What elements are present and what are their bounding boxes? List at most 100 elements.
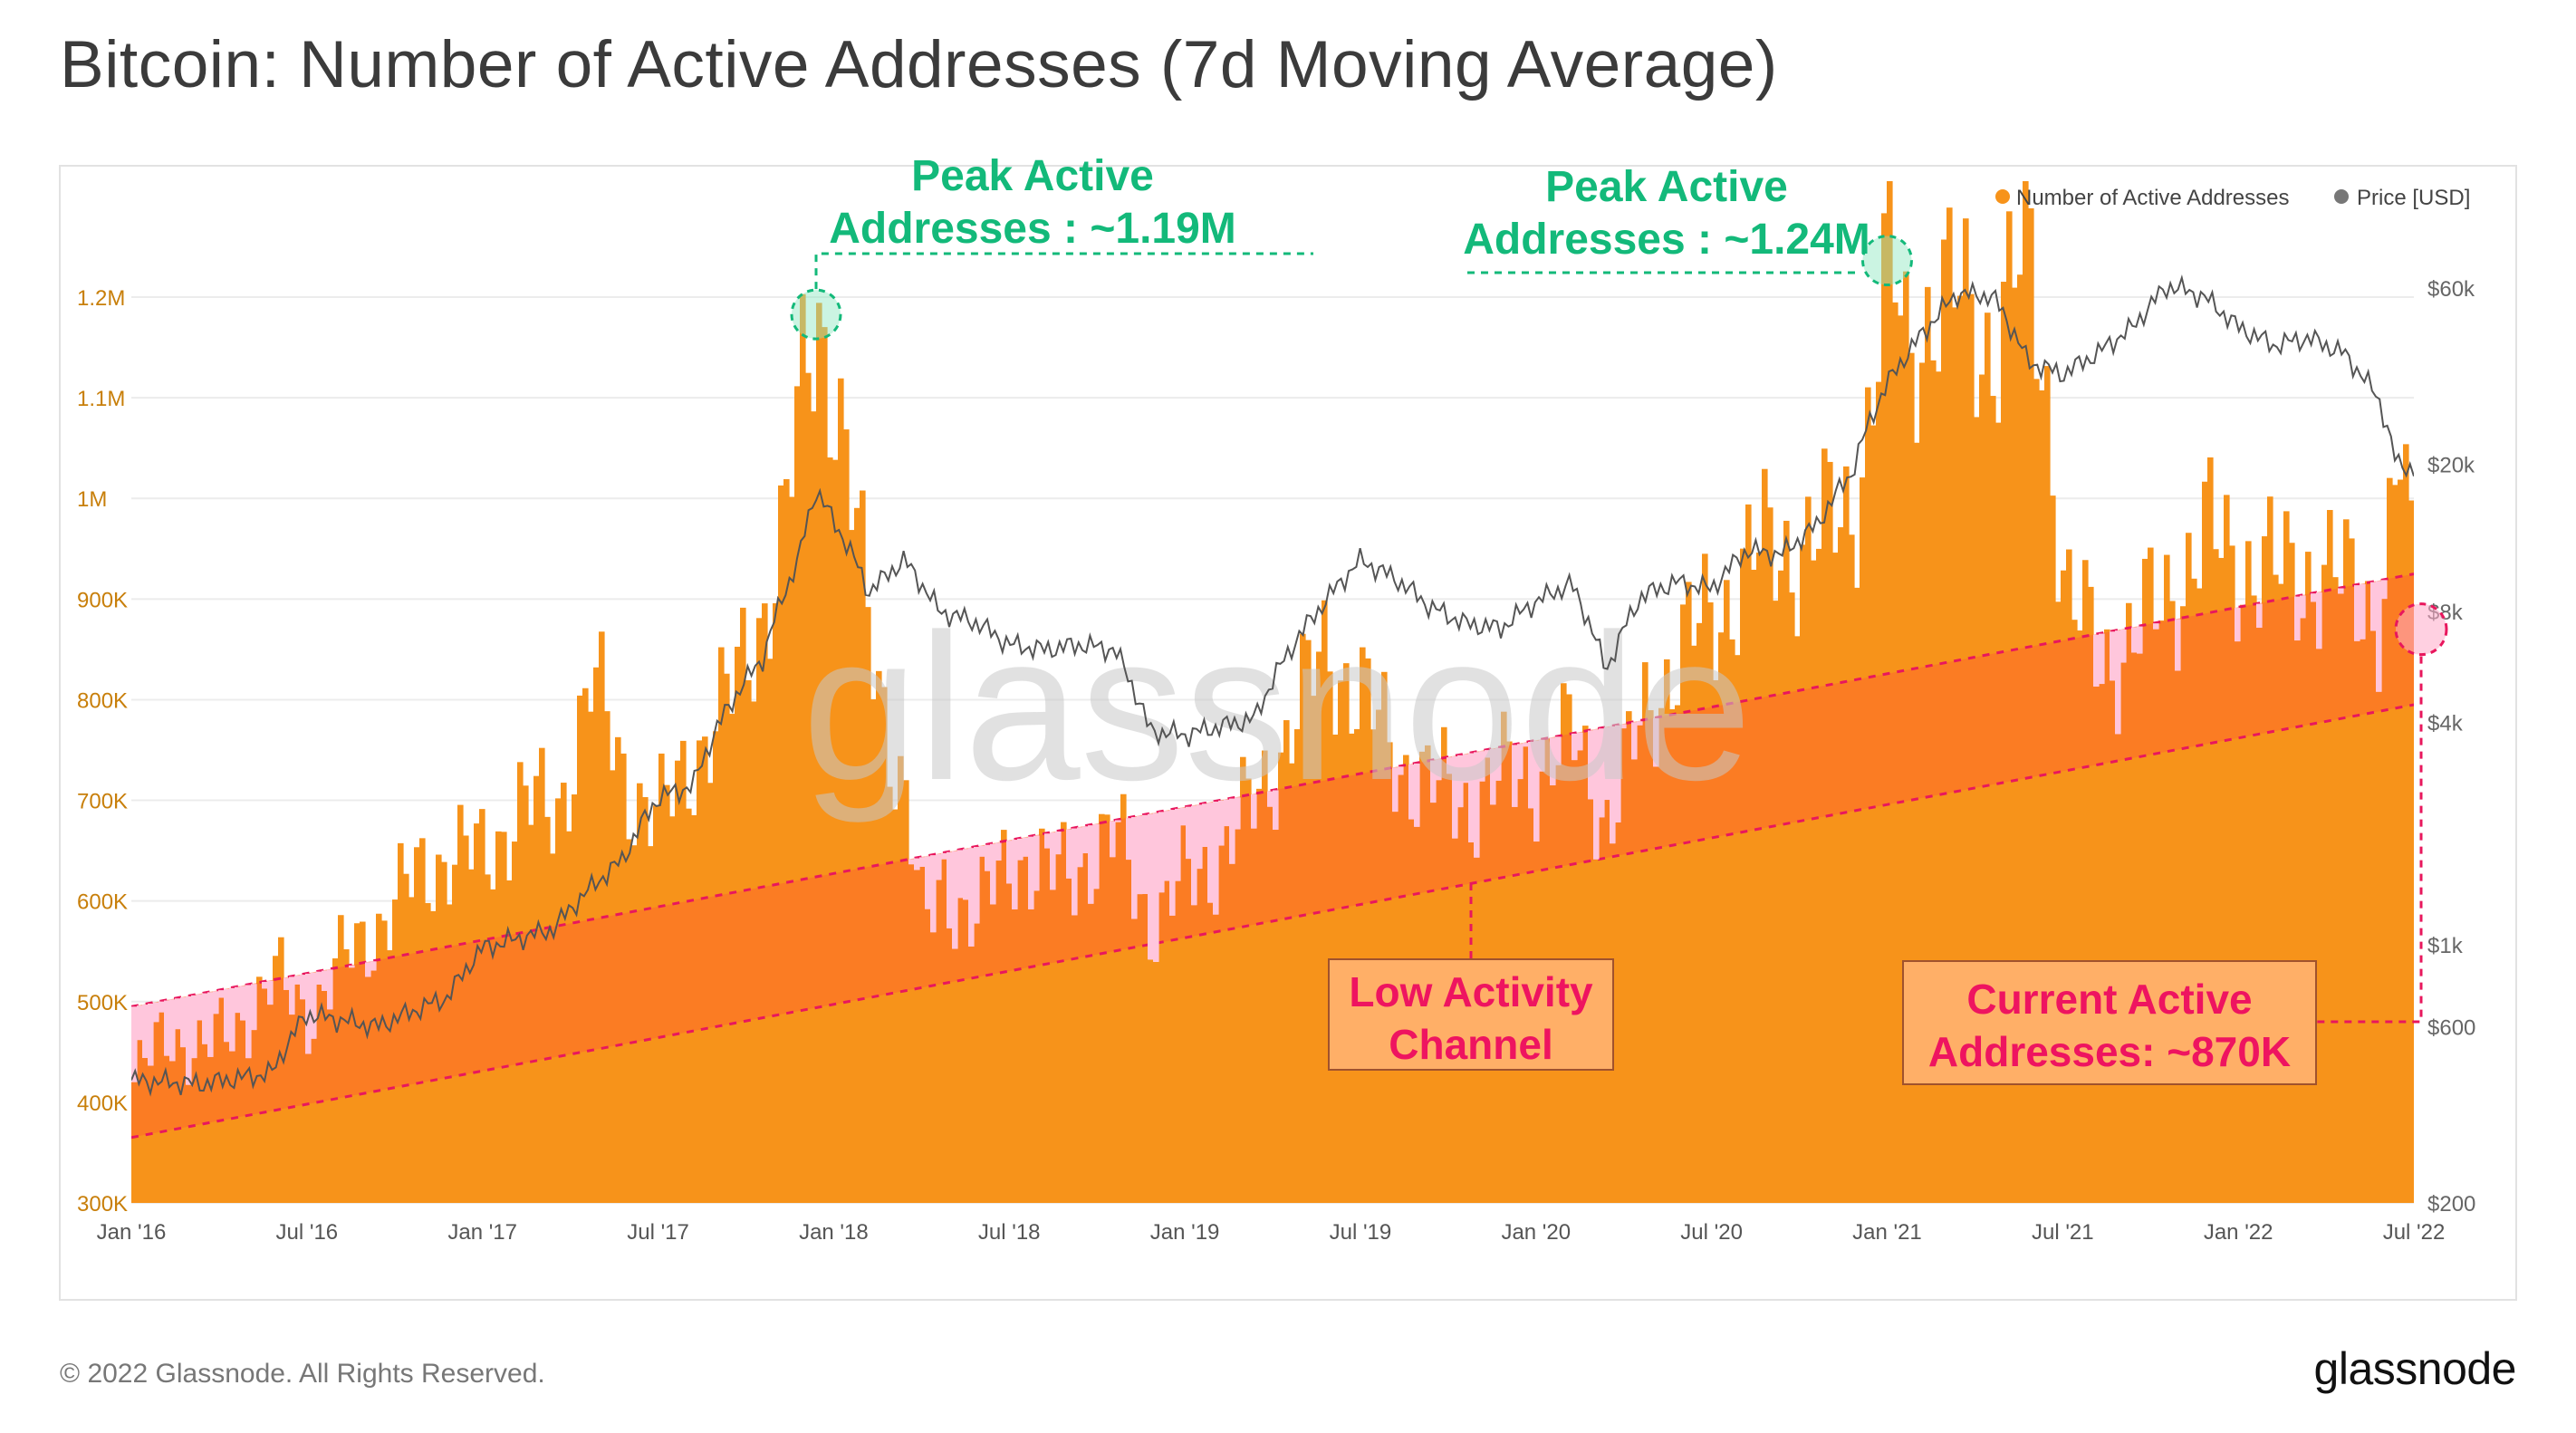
activity-bar	[1561, 683, 1567, 1203]
activity-bar	[2403, 444, 2409, 1203]
x-tick-label: Jan '16	[97, 1220, 167, 1245]
activity-bar	[1044, 848, 1051, 1203]
below-channel-fill	[1273, 790, 1279, 831]
activity-bar	[2099, 684, 2105, 1203]
below-channel-fill	[1202, 803, 1208, 847]
below-channel-fill	[1110, 821, 1116, 858]
below-channel-fill	[1485, 750, 1491, 758]
activity-bar	[952, 948, 958, 1203]
activity-bar	[1707, 602, 1714, 1203]
activity-bar	[2235, 641, 2241, 1203]
activity-bar	[1675, 705, 1681, 1203]
activity-bar	[1218, 845, 1225, 1203]
annotation-markers	[790, 235, 2448, 1024]
activity-bar	[919, 866, 926, 1203]
activity-bar	[1702, 553, 1708, 1203]
activity-bar	[2207, 457, 2214, 1203]
activity-bar	[892, 809, 899, 1203]
x-tick-label: Jul '18	[978, 1220, 1041, 1245]
below-channel-fill	[990, 843, 996, 905]
activity-bar	[974, 923, 980, 1203]
activity-bar	[2050, 495, 2056, 1203]
below-channel-fill	[2381, 580, 2388, 600]
below-channel-fill	[947, 851, 953, 928]
below-channel-fill	[1213, 801, 1219, 915]
below-channel-fill	[995, 842, 1002, 861]
activity-bar	[1175, 880, 1181, 1203]
activity-bar	[811, 411, 817, 1203]
activity-bar	[1267, 806, 1274, 1203]
price-line	[131, 274, 2414, 1097]
activity-bar	[1207, 902, 1214, 1203]
activity-bar	[849, 530, 855, 1203]
activity-bar	[805, 372, 812, 1203]
activity-bar	[2273, 574, 2279, 1203]
activity-bar	[1066, 878, 1072, 1203]
activity-bar	[1235, 829, 1241, 1203]
activity-bar	[2283, 511, 2290, 1203]
activity-bar	[2360, 639, 2366, 1203]
activity-bar	[2077, 630, 2083, 1203]
y-left-tick-label: 900K	[77, 588, 128, 612]
activity-bar	[1762, 468, 1768, 1203]
below-channel-fill	[1430, 760, 1437, 803]
activity-bar	[1849, 534, 1855, 1203]
activity-bar	[1256, 788, 1263, 1203]
activity-bar	[1832, 553, 1839, 1203]
below-channel-fill	[1637, 721, 1643, 726]
below-channel-fill	[2376, 581, 2382, 692]
below-channel-fill	[1267, 791, 1274, 807]
below-channel-fill	[1218, 800, 1225, 846]
activity-bar	[1724, 580, 1730, 1203]
activity-bar	[1017, 860, 1024, 1203]
legend: Number of Active Addresses Price [USD]	[1995, 186, 2470, 210]
below-channel-fill	[2256, 603, 2263, 629]
y-left-tick-label: 600K	[77, 890, 128, 915]
activity-bar	[1191, 905, 1197, 1203]
activity-bar	[2126, 602, 2132, 1203]
below-channel-fill	[1126, 818, 1132, 861]
x-tick-label: Jul '17	[627, 1220, 689, 1245]
x-tick-label: Jan '20	[1501, 1220, 1571, 1245]
activity-bar	[800, 293, 806, 1203]
activity-bar	[2158, 620, 2165, 1203]
activity-bar	[1082, 852, 1089, 1203]
below-channel-fill	[1028, 836, 1034, 909]
below-channel-fill	[1197, 804, 1203, 870]
activity-bar	[2088, 586, 2094, 1203]
below-channel-fill	[1180, 807, 1187, 826]
peak1-leader	[814, 252, 1313, 290]
activity-bar	[2343, 519, 2350, 1203]
activity-bar	[2175, 670, 2181, 1203]
activity-bar	[224, 1042, 230, 1203]
below-channel-fill	[284, 977, 290, 990]
below-channel-fill	[240, 986, 246, 1021]
activity-bar	[131, 1082, 138, 1203]
activity-bar	[963, 899, 969, 1203]
below-channel-fill	[2131, 627, 2138, 653]
below-channel-fill	[908, 859, 915, 865]
below-channel-fill	[2093, 634, 2100, 687]
below-channel-fill	[1528, 741, 1534, 809]
below-channel-fill	[2316, 592, 2322, 649]
activity-bar	[1050, 890, 1056, 1203]
below-channel-fill	[1153, 813, 1159, 962]
activity-bar	[2061, 570, 2067, 1203]
activity-bar	[191, 1058, 197, 1203]
below-channel-fill	[191, 995, 197, 1059]
below-channel-fill	[213, 991, 219, 1015]
activity-bar	[1262, 750, 1268, 1203]
below-channel-fill	[2370, 582, 2377, 631]
below-channel-fill	[1588, 730, 1594, 800]
activity-bar	[1077, 867, 1083, 1203]
x-axis: Jan '16 Jul '16 Jan '17 Jul '17 Jan '18 Jul '…	[97, 1220, 2446, 1245]
activity-bar	[1697, 622, 1703, 1203]
channel-lower-line	[131, 703, 2414, 1140]
below-channel-fill	[979, 845, 985, 857]
activity-bar	[1995, 422, 2002, 1203]
y-right-tick-label: $60k	[2427, 277, 2475, 302]
activity-bar	[838, 378, 844, 1203]
activity-bar	[2131, 652, 2138, 1203]
activity-bar	[1305, 640, 1312, 1203]
activity-bar	[2039, 390, 2045, 1203]
